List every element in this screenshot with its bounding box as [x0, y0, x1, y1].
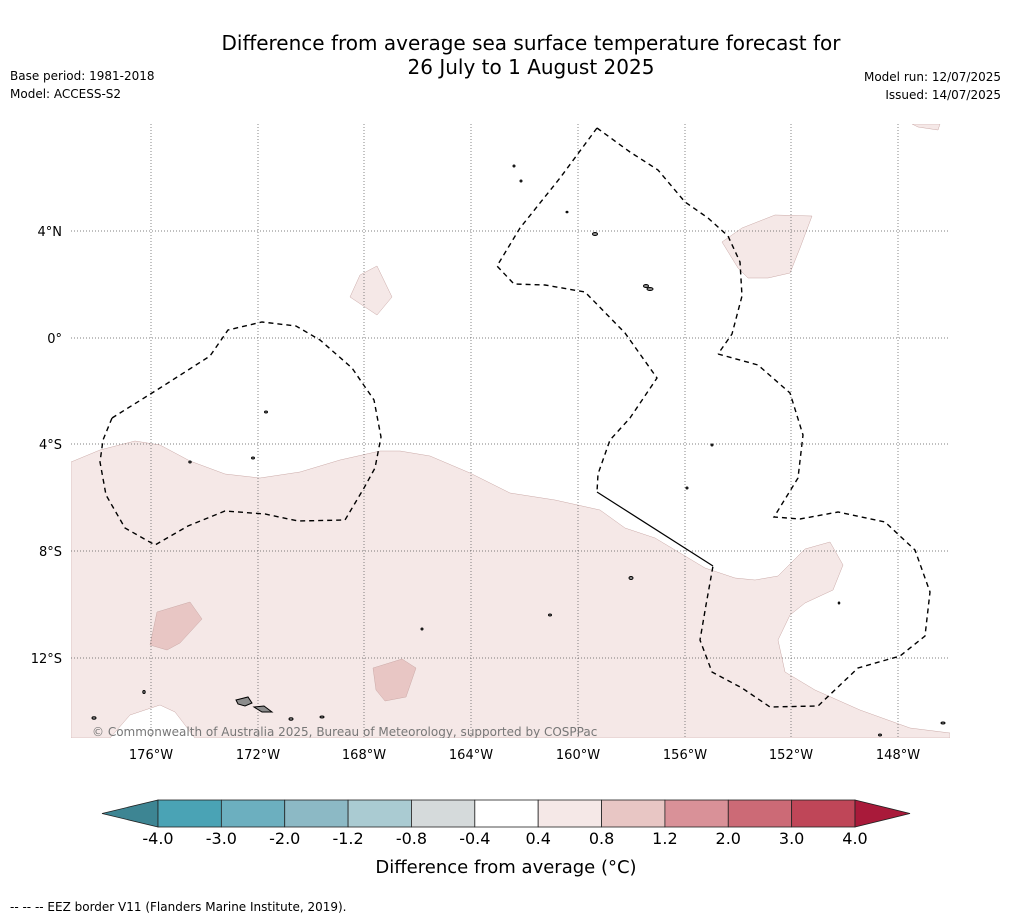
lon-label-160w: 160°W: [556, 748, 600, 763]
colorbar-segment: [347, 799, 412, 828]
latitude-labels: 4°N 0° 4°S 8°S 12°S: [31, 225, 62, 667]
islands: [91, 164, 946, 737]
colorbar-segment: [284, 799, 349, 828]
colorbar-tick-label: 3.0: [779, 829, 804, 848]
colorbar-tick-label: -4.0: [142, 829, 173, 848]
colorbar-segment: [157, 799, 222, 828]
lon-label-176w: 176°W: [129, 748, 173, 763]
colorbar-tick-label: 4.0: [842, 829, 867, 848]
model-run-text: Model run: 12/07/2025: [863, 70, 1001, 84]
colorbar-tick-label: 0.8: [589, 829, 614, 848]
lat-label-8s: 8°S: [39, 545, 62, 560]
anomaly-area-strong-west: [149, 601, 203, 651]
colorbar-tick-label: -0.4: [459, 829, 490, 848]
colorbar-segments: [101, 799, 911, 828]
colorbar-segment: [601, 799, 666, 828]
eez-border-north: [596, 127, 743, 355]
map-area: © Commonwealth of Australia 2025, Bureau…: [71, 124, 950, 739]
eez-border-central: [496, 127, 658, 493]
eez-border-east: [699, 353, 931, 708]
lat-label-0: 0°: [47, 332, 62, 347]
colorbar-tick-label: -3.0: [206, 829, 237, 848]
colorbar-label: Difference from average (°C): [375, 857, 637, 878]
lat-label-12s: 12°S: [31, 652, 62, 667]
colorbar-segment: [220, 799, 286, 828]
colorbar-segment: [537, 799, 602, 828]
anomaly-area-north-small: [349, 265, 393, 316]
island-savaii: [235, 696, 253, 707]
eez-borders: [99, 127, 931, 708]
colorbar-segment: [474, 799, 539, 828]
colorbar-segment: [727, 799, 793, 828]
sst-anomaly-map: © Commonwealth of Australia 2025, Bureau…: [31, 124, 950, 763]
lon-label-172w: 172°W: [236, 748, 280, 763]
colorbar-tick-label: 2.0: [716, 829, 741, 848]
anomaly-area-south: [71, 440, 950, 738]
anomaly-area-top-right: [911, 124, 941, 131]
eez-border-west: [99, 321, 382, 546]
colorbar-tick-label: -2.0: [269, 829, 300, 848]
lon-label-168w: 168°W: [342, 748, 386, 763]
colorbar-extend-low: [101, 799, 159, 828]
eez-border-solid: [596, 491, 714, 567]
lat-label-4n: 4°N: [38, 225, 63, 240]
lon-label-164w: 164°W: [449, 748, 493, 763]
colorbar-extend-high: [854, 799, 911, 828]
lon-label-148w: 148°W: [876, 748, 920, 763]
graticule: [71, 124, 950, 738]
colorbar-segment: [664, 799, 729, 828]
island-upolu: [252, 705, 274, 713]
lon-label-156w: 156°W: [663, 748, 707, 763]
anomaly-area-strong-central: [372, 658, 417, 702]
title-line-2: 26 July to 1 August 2025: [407, 55, 655, 79]
colorbar-tick-label: 0.4: [525, 829, 550, 848]
model-text: Model: ACCESS-S2: [10, 87, 122, 101]
lat-label-4s: 4°S: [39, 438, 62, 453]
longitude-labels: 176°W 172°W 168°W 164°W 160°W 156°W 152°…: [129, 748, 920, 763]
colorbar-segment: [411, 799, 476, 828]
colorbar-tick-label: 1.2: [652, 829, 677, 848]
eez-legend-footnote: -- -- -- EEZ border V11 (Flanders Marine…: [10, 900, 347, 914]
copyright-text: © Commonwealth of Australia 2025, Bureau…: [92, 725, 597, 739]
colorbar-tick-label: -1.2: [332, 829, 363, 848]
colorbar-segment: [791, 799, 856, 828]
base-period-text: Base period: 1981-2018: [10, 69, 155, 83]
chart-title: Difference from average sea surface temp…: [0, 31, 1011, 79]
issued-text: Issued: 14/07/2025: [885, 88, 1001, 102]
colorbar-tick-labels: -4.0 -3.0 -2.0 -1.2 -0.8 -0.4 0.4 0.8 1.2 2.0 3.0 4…: [142, 829, 867, 848]
anomaly-area-northeast: [721, 214, 813, 279]
title-line-1: Difference from average sea surface temp…: [221, 31, 841, 55]
colorbar-tick-label: -0.8: [396, 829, 427, 848]
lon-label-152w: 152°W: [769, 748, 813, 763]
